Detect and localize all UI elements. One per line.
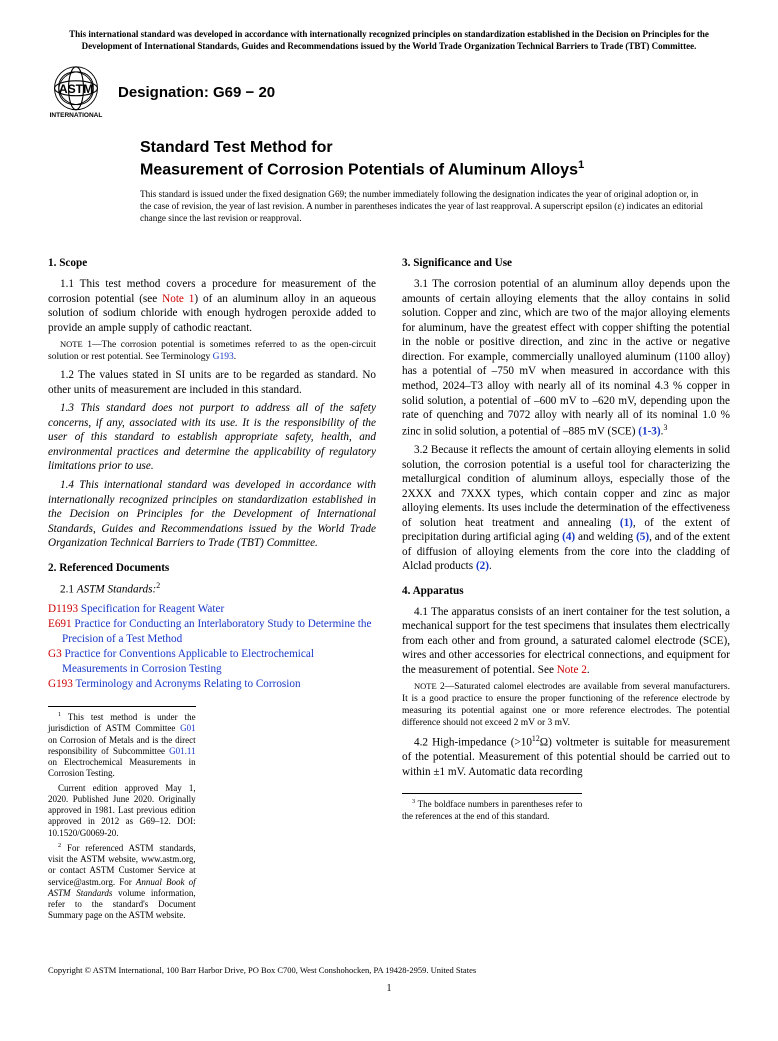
top-notice: This international standard was develope… (48, 28, 730, 64)
committee-link[interactable]: G01 (180, 723, 196, 733)
note-2: NOTE 2—Saturated calomel electrodes are … (402, 681, 730, 730)
para-3-1: 3.1 The corrosion potential of an alumin… (402, 277, 730, 439)
ref-5[interactable]: (5) (636, 531, 649, 543)
copyright-line: Copyright © ASTM International, 100 Barr… (48, 965, 730, 975)
section-4-head: 4. Apparatus (402, 584, 730, 599)
svg-text:ASTM: ASTM (59, 82, 93, 96)
note-ref[interactable]: Note 1 (162, 293, 194, 305)
subcommittee-link[interactable]: G01.11 (169, 746, 195, 756)
header-row: ASTM INTERNATIONAL Designation: G69 − 20 (48, 64, 730, 120)
issuance-note: This standard is issued under the fixed … (140, 189, 710, 225)
para-4-1: 4.1 The apparatus consists of an inert c… (402, 605, 730, 678)
ref-1-3[interactable]: (1-3) (638, 425, 660, 437)
title-block: Standard Test Method for Measurement of … (140, 138, 730, 180)
terminology-link[interactable]: G193 (213, 352, 234, 362)
ref-4[interactable]: (4) (562, 531, 575, 543)
ref-e691[interactable]: E691 Practice for Conducting an Interlab… (48, 617, 376, 646)
footnote-2: 2 For referenced ASTM standards, visit t… (48, 842, 196, 922)
footnote-3: 3 The boldface numbers in parentheses re… (402, 793, 582, 822)
ref-d1193[interactable]: D1193 Specification for Reagent Water (48, 602, 376, 617)
para-1-3: 1.3 This standard does not purport to ad… (48, 401, 376, 474)
left-column: 1. Scope 1.1 This test method covers a p… (48, 246, 376, 924)
para-1-1: 1.1 This test method covers a procedure … (48, 277, 376, 335)
page-number: 1 (48, 983, 730, 994)
para-1-2: 1.2 The values stated in SI units are to… (48, 368, 376, 397)
two-column-body: 1. Scope 1.1 This test method covers a p… (48, 246, 730, 924)
para-2-1: 2.1 ASTM Standards:2 (48, 581, 376, 597)
section-2-head: 2. Referenced Documents (48, 561, 376, 576)
footnotes-left: 1 This test method is under the jurisdic… (48, 706, 196, 922)
note-1: NOTE 1—The corrosion potential is someti… (48, 339, 376, 364)
section-1-head: 1. Scope (48, 256, 376, 271)
footnote-1: 1 This test method is under the jurisdic… (48, 711, 196, 780)
footnote-1b: Current edition approved May 1, 2020. Pu… (48, 783, 196, 839)
ref-1[interactable]: (1) (620, 517, 633, 529)
ref-g3[interactable]: G3 Practice for Conventions Applicable t… (48, 647, 376, 676)
title-footnote-marker: 1 (578, 159, 584, 171)
title-line-1: Standard Test Method for (140, 138, 730, 158)
para-3-2: 3.2 Because it reflects the amount of ce… (402, 443, 730, 574)
para-4-2: 4.2 High-impedance (>1012Ω) voltmeter is… (402, 734, 730, 779)
note-2-ref[interactable]: Note 2 (557, 664, 587, 676)
designation: Designation: G69 − 20 (118, 84, 275, 101)
astm-logo: ASTM INTERNATIONAL (48, 64, 104, 120)
section-3-head: 3. Significance and Use (402, 256, 730, 271)
ref-2[interactable]: (2) (476, 560, 489, 572)
title-line-2: Measurement of Corrosion Potentials of A… (140, 158, 730, 180)
svg-text:INTERNATIONAL: INTERNATIONAL (50, 112, 103, 119)
right-column: 3. Significance and Use 3.1 The corrosio… (402, 246, 730, 924)
ref-g193[interactable]: G193 Terminology and Acronyms Relating t… (48, 677, 376, 692)
para-1-4: 1.4 This international standard was deve… (48, 478, 376, 551)
page: This international standard was develope… (0, 0, 778, 1024)
